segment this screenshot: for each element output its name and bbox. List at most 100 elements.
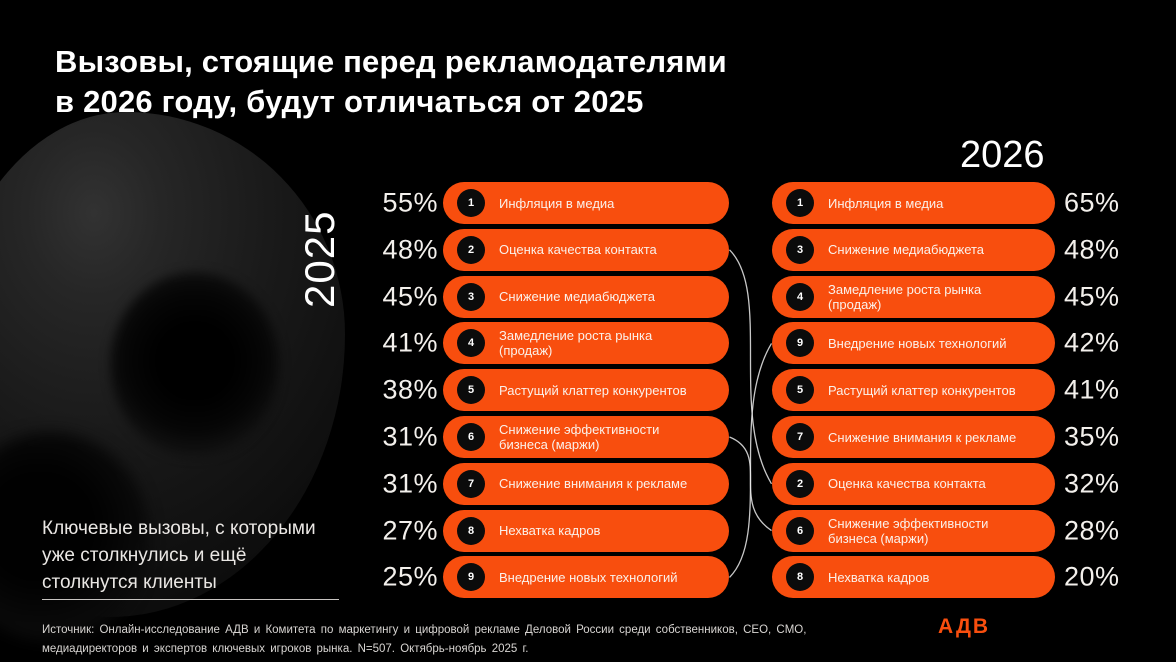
key-note-text: Ключевые вызовы, с которыми уже столкнул… bbox=[42, 518, 316, 593]
rank-badge: 5 bbox=[786, 376, 814, 405]
challenge-label: Замедление роста рынка (продаж) bbox=[828, 281, 982, 312]
challenge-label: Инфляция в медиа bbox=[499, 195, 615, 211]
percentage-value: 41% bbox=[382, 327, 438, 358]
challenge-pill: 2 Оценка качества контакта bbox=[443, 228, 729, 271]
percentage-value: 38% bbox=[382, 374, 438, 405]
percentage-value: 55% bbox=[382, 187, 438, 218]
percentage-value: 41% bbox=[1064, 374, 1120, 405]
challenge-pill: 4 Замедление роста рынка (продаж) bbox=[443, 322, 729, 365]
challenge-row: 31% 7 Снижение внимания к рекламе bbox=[0, 462, 1176, 505]
percentage-value: 25% bbox=[382, 561, 438, 592]
rank-badge: 9 bbox=[457, 563, 485, 592]
percentage-value: 42% bbox=[1064, 327, 1120, 358]
percentage-value: 48% bbox=[1064, 234, 1120, 265]
challenge-pill: 5 Растущий клаттер конкурентов bbox=[443, 369, 729, 412]
challenge-pill: 8 Нехватка кадров bbox=[772, 556, 1055, 599]
rank-badge: 6 bbox=[786, 516, 814, 545]
source-text: Источник: Онлайн-исследование АДВ и Коми… bbox=[42, 624, 807, 655]
challenge-row: 27% 8 Нехватка кадров bbox=[0, 509, 1176, 552]
challenge-row: 41% 4 Замедление роста рынка (продаж) bbox=[0, 322, 1176, 365]
rank-badge: 3 bbox=[786, 235, 814, 264]
percentage-value: 31% bbox=[382, 421, 438, 452]
challenge-pill: 3 Снижение медиабюджета bbox=[443, 275, 729, 318]
challenge-pill: 8 Нехватка кадров bbox=[443, 509, 729, 552]
challenge-label: Нехватка кадров bbox=[499, 523, 601, 539]
rank-badge: 8 bbox=[457, 516, 485, 545]
rank-badge: 1 bbox=[457, 189, 485, 217]
percentage-value: 28% bbox=[1064, 515, 1120, 546]
title-line-1: Вызовы, стоящие перед рекламодателями bbox=[55, 44, 727, 79]
challenge-row: 1 Инфляция в медиа 65% bbox=[0, 182, 1176, 224]
rank-badge: 4 bbox=[457, 329, 485, 358]
challenge-row: 55% 1 Инфляция в медиа bbox=[0, 182, 1176, 224]
percentage-value: 65% bbox=[1064, 187, 1120, 218]
challenge-label: Оценка качества контакта bbox=[828, 476, 986, 492]
challenge-row: 48% 2 Оценка качества контакта bbox=[0, 228, 1176, 271]
challenge-label: Растущий клаттер конкурентов bbox=[499, 382, 687, 398]
rank-badge: 3 bbox=[457, 282, 485, 311]
challenge-label: Снижение эффективности бизнеса (маржи) bbox=[828, 515, 989, 546]
challenge-row: 25% 9 Внедрение новых технологий bbox=[0, 556, 1176, 599]
challenge-pill: 2 Оценка качества контакта bbox=[772, 462, 1055, 505]
percentage-value: 27% bbox=[382, 515, 438, 546]
challenge-row: 45% 3 Снижение медиабюджета bbox=[0, 275, 1176, 318]
challenge-row: 9 Внедрение новых технологий 42% bbox=[0, 322, 1176, 365]
challenge-label: Снижение эффективности бизнеса (маржи) bbox=[499, 422, 660, 452]
rank-badge: 8 bbox=[786, 563, 814, 592]
adv-logo: АДВ bbox=[938, 615, 991, 638]
divider-line bbox=[42, 599, 339, 600]
rank-badge: 6 bbox=[457, 423, 485, 451]
rank-badge: 9 bbox=[786, 329, 814, 358]
page-title: Вызовы, стоящие перед рекламодателями в … bbox=[55, 42, 727, 122]
challenge-pill: 6 Снижение эффективности бизнеса (маржи) bbox=[772, 509, 1055, 552]
challenge-pill: 9 Внедрение новых технологий bbox=[443, 556, 729, 599]
rank-badge: 7 bbox=[457, 469, 485, 498]
rank-badge: 5 bbox=[457, 376, 485, 405]
challenge-label: Растущий клаттер конкурентов bbox=[828, 382, 1016, 398]
challenge-pill: 3 Снижение медиабюджета bbox=[772, 228, 1055, 271]
year-label-2026: 2026 bbox=[960, 134, 1045, 176]
challenge-row: 5 Растущий клаттер конкурентов 41% bbox=[0, 369, 1176, 412]
challenge-label: Внедрение новых технологий bbox=[828, 335, 1007, 351]
challenge-pill: 5 Растущий клаттер конкурентов bbox=[772, 369, 1055, 412]
challenge-label: Инфляция в медиа bbox=[828, 195, 944, 211]
challenge-row: 38% 5 Растущий клаттер конкурентов bbox=[0, 369, 1176, 412]
percentage-value: 31% bbox=[382, 468, 438, 499]
challenge-pill: 1 Инфляция в медиа bbox=[443, 182, 729, 224]
challenge-row: 6 Снижение эффективности бизнеса (маржи)… bbox=[0, 509, 1176, 552]
percentage-value: 32% bbox=[1064, 468, 1120, 499]
challenge-pill: 9 Внедрение новых технологий bbox=[772, 322, 1055, 365]
challenge-row: 2 Оценка качества контакта 32% bbox=[0, 462, 1176, 505]
challenge-label: Снижение медиабюджета bbox=[828, 242, 985, 258]
percentage-value: 48% bbox=[382, 234, 438, 265]
challenge-row: 4 Замедление роста рынка (продаж) 45% bbox=[0, 275, 1176, 318]
title-line-2: в 2026 году, будут отличаться от 2025 bbox=[55, 84, 644, 119]
challenge-row: 8 Нехватка кадров 20% bbox=[0, 556, 1176, 599]
challenge-label: Замедление роста рынка (продаж) bbox=[499, 328, 653, 359]
challenge-label: Оценка качества контакта bbox=[499, 242, 657, 258]
challenge-row: 7 Снижение внимания к рекламе 35% bbox=[0, 416, 1176, 458]
rank-badge: 1 bbox=[786, 189, 814, 217]
percentage-value: 45% bbox=[382, 281, 438, 312]
challenge-pill: 4 Замедление роста рынка (продаж) bbox=[772, 275, 1055, 318]
challenge-pill: 7 Снижение внимания к рекламе bbox=[443, 462, 729, 505]
challenge-label: Снижение внимания к рекламе bbox=[828, 429, 1017, 445]
year-label-2025: 2025 bbox=[296, 210, 343, 308]
rank-badge: 4 bbox=[786, 282, 814, 311]
challenge-label: Внедрение новых технологий bbox=[499, 569, 678, 585]
rank-badge: 2 bbox=[786, 469, 814, 498]
percentage-value: 45% bbox=[1064, 281, 1120, 312]
percentage-value: 20% bbox=[1064, 561, 1120, 592]
challenge-pill: 7 Снижение внимания к рекламе bbox=[772, 416, 1055, 458]
rank-badge: 7 bbox=[786, 423, 814, 451]
challenge-label: Снижение медиабюджета bbox=[499, 289, 656, 305]
challenge-row: 3 Снижение медиабюджета 48% bbox=[0, 228, 1176, 271]
challenge-pill: 1 Инфляция в медиа bbox=[772, 182, 1055, 224]
challenge-label: Снижение внимания к рекламе bbox=[499, 476, 688, 492]
challenge-row: 31% 6 Снижение эффективности бизнеса (ма… bbox=[0, 416, 1176, 458]
percentage-value: 35% bbox=[1064, 421, 1120, 452]
challenge-pill: 6 Снижение эффективности бизнеса (маржи) bbox=[443, 416, 729, 458]
